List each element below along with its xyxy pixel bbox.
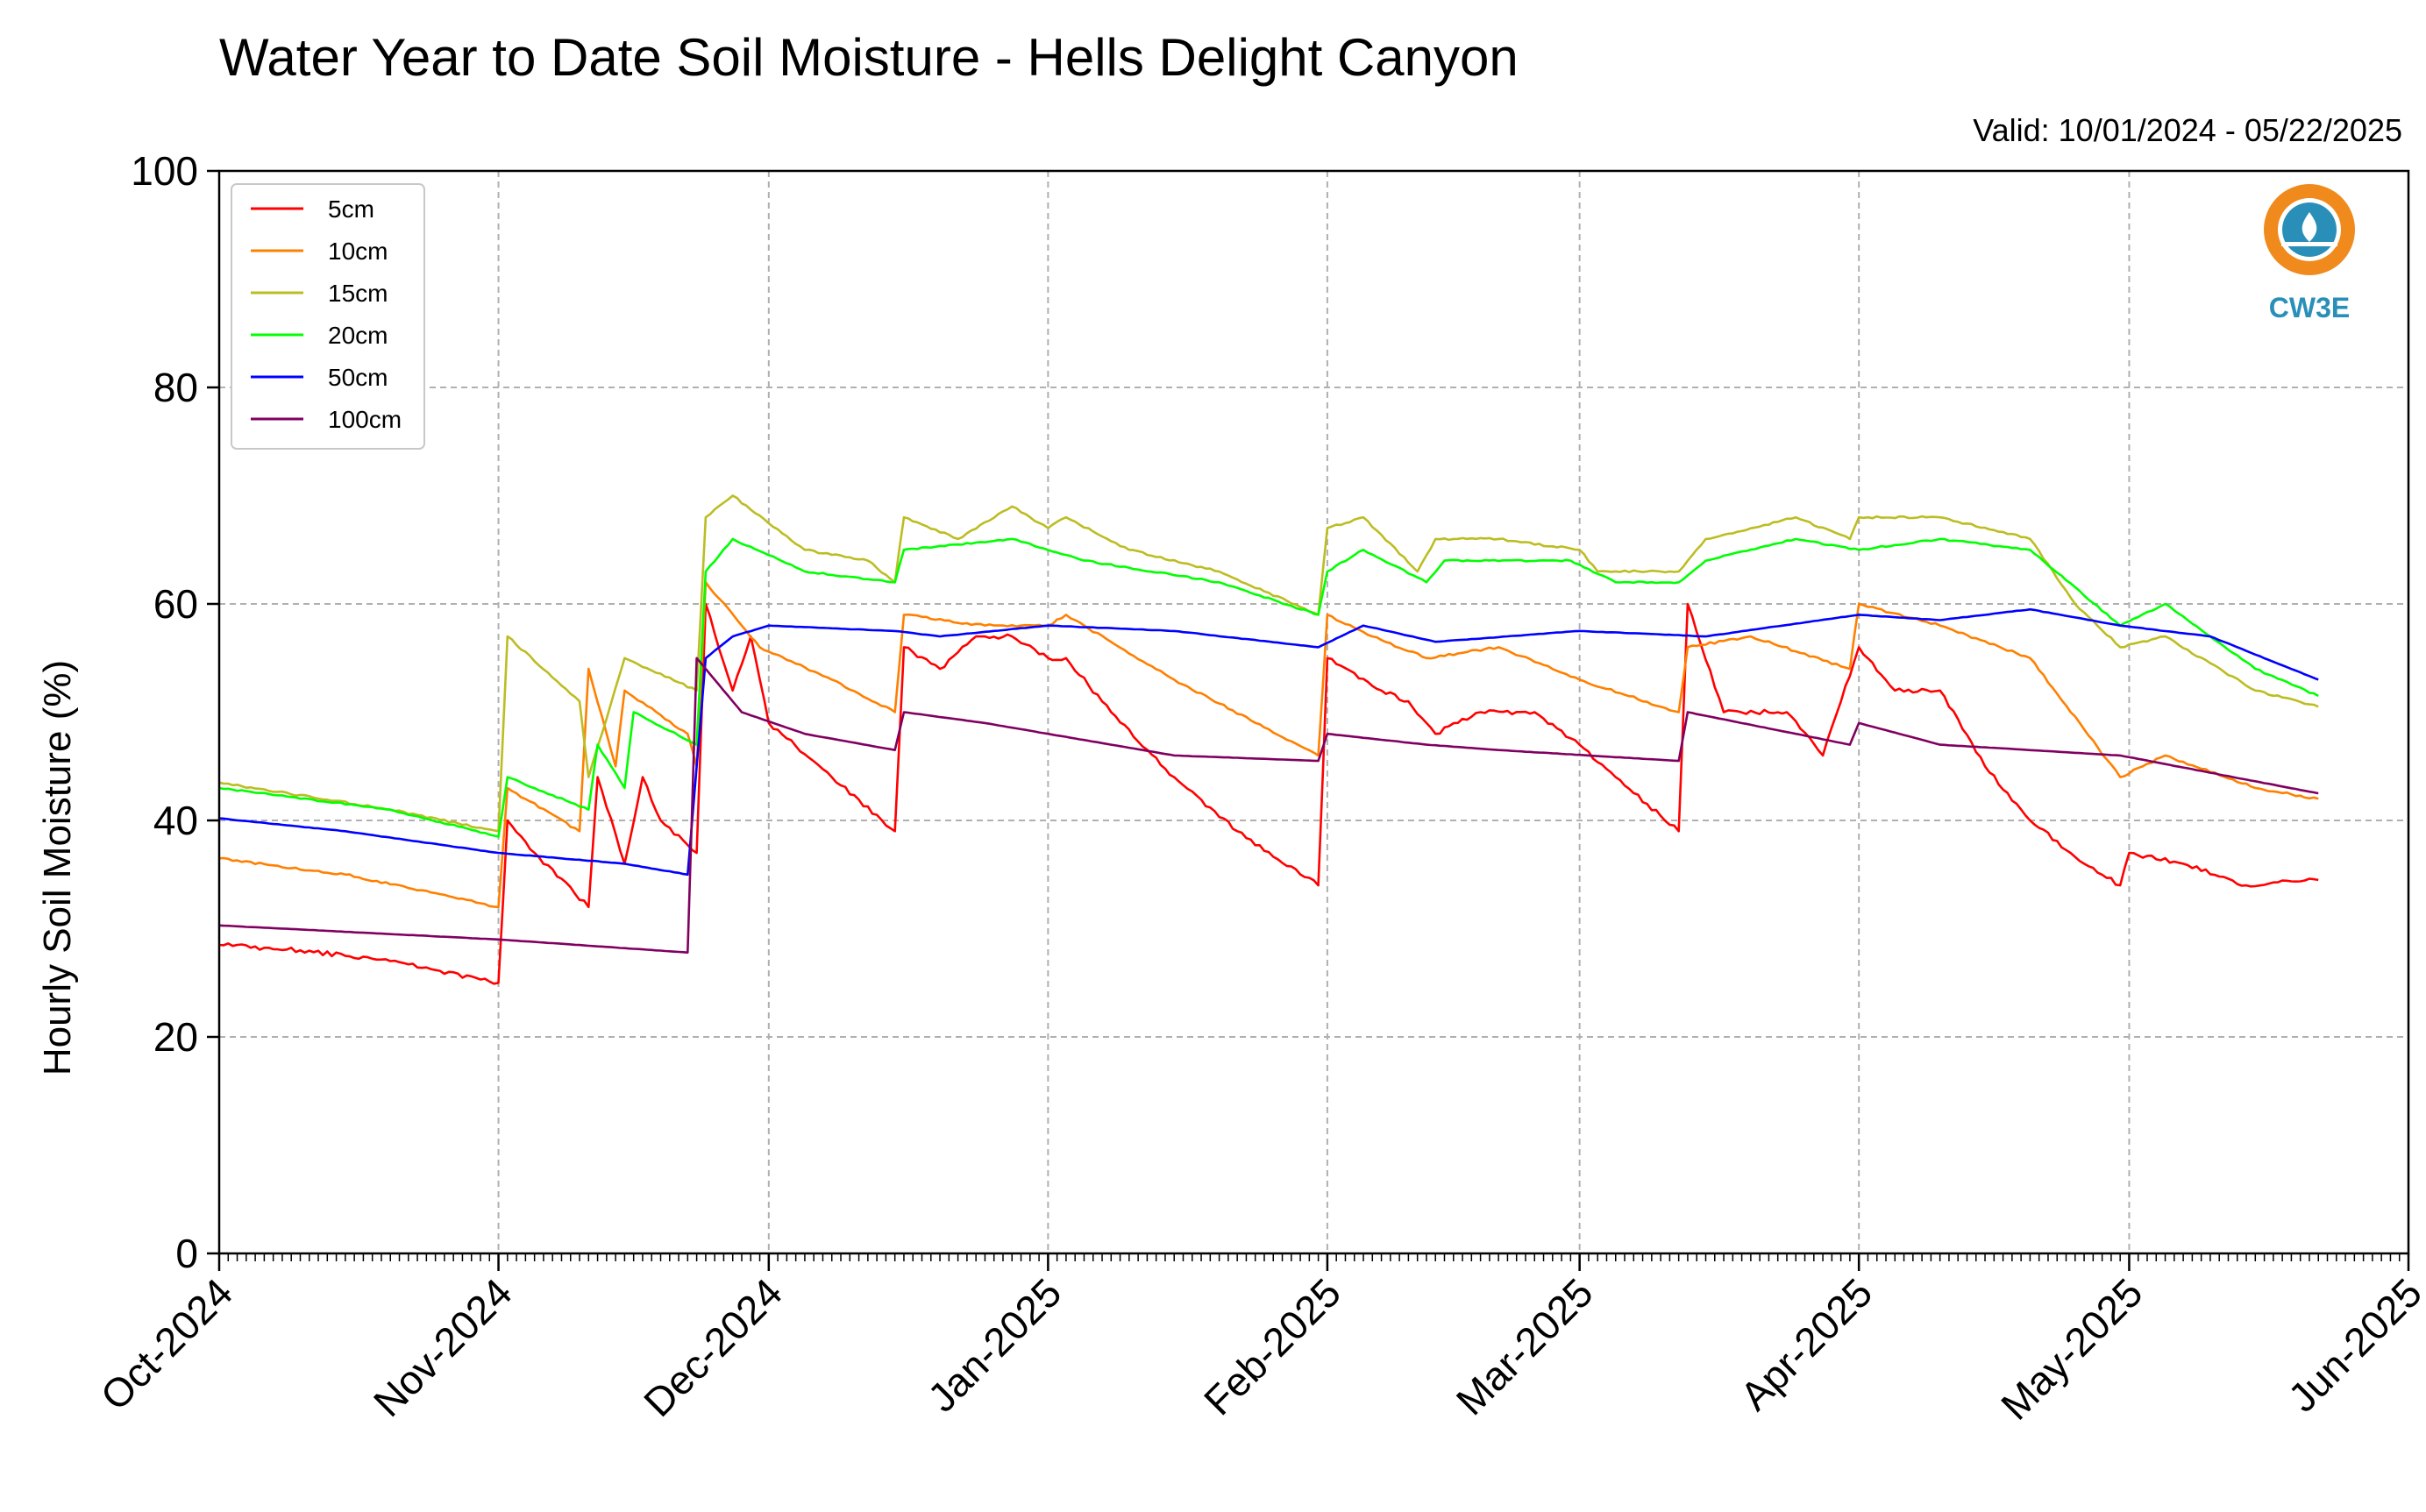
chart-title: Water Year to Date Soil Moisture - Hells… — [219, 28, 1519, 87]
y-tick-label: 80 — [153, 365, 198, 410]
y-tick-label: 100 — [131, 148, 198, 194]
series-line-20cm — [218, 537, 2319, 838]
y-tick-label: 0 — [175, 1231, 198, 1276]
data-series — [218, 494, 2319, 985]
legend: 5cm 10cm 15cm 20cm 50cm 100cm — [231, 183, 425, 450]
series-line-100cm — [218, 657, 2319, 954]
y-tick-label: 60 — [153, 581, 198, 627]
logo-text: CW3E — [2269, 292, 2350, 323]
legend-label: 10cm — [328, 238, 388, 265]
series-line-10cm — [218, 581, 2319, 909]
y-tick-label: 40 — [153, 798, 198, 843]
chart-subtitle: Valid: 10/01/2024 - 05/22/2025 — [1973, 112, 2402, 148]
y-tick-label: 20 — [153, 1014, 198, 1060]
legend-label: 50cm — [328, 364, 388, 391]
legend-label: 5cm — [328, 195, 374, 223]
series-line-15cm — [218, 494, 2319, 833]
cw3e-logo: CW3E — [2264, 184, 2355, 323]
series-line-5cm — [218, 602, 2319, 985]
series-line-50cm — [218, 607, 2319, 877]
legend-label: 20cm — [328, 322, 388, 349]
plot-frame — [217, 169, 2410, 1255]
legend-label: 100cm — [328, 406, 402, 433]
water-drop-icon — [2301, 212, 2317, 242]
legend-label: 15cm — [328, 280, 388, 307]
logo-wave-icon — [2281, 242, 2337, 246]
y-axis-label: Hourly Soil Moisture (%) — [36, 660, 79, 1075]
